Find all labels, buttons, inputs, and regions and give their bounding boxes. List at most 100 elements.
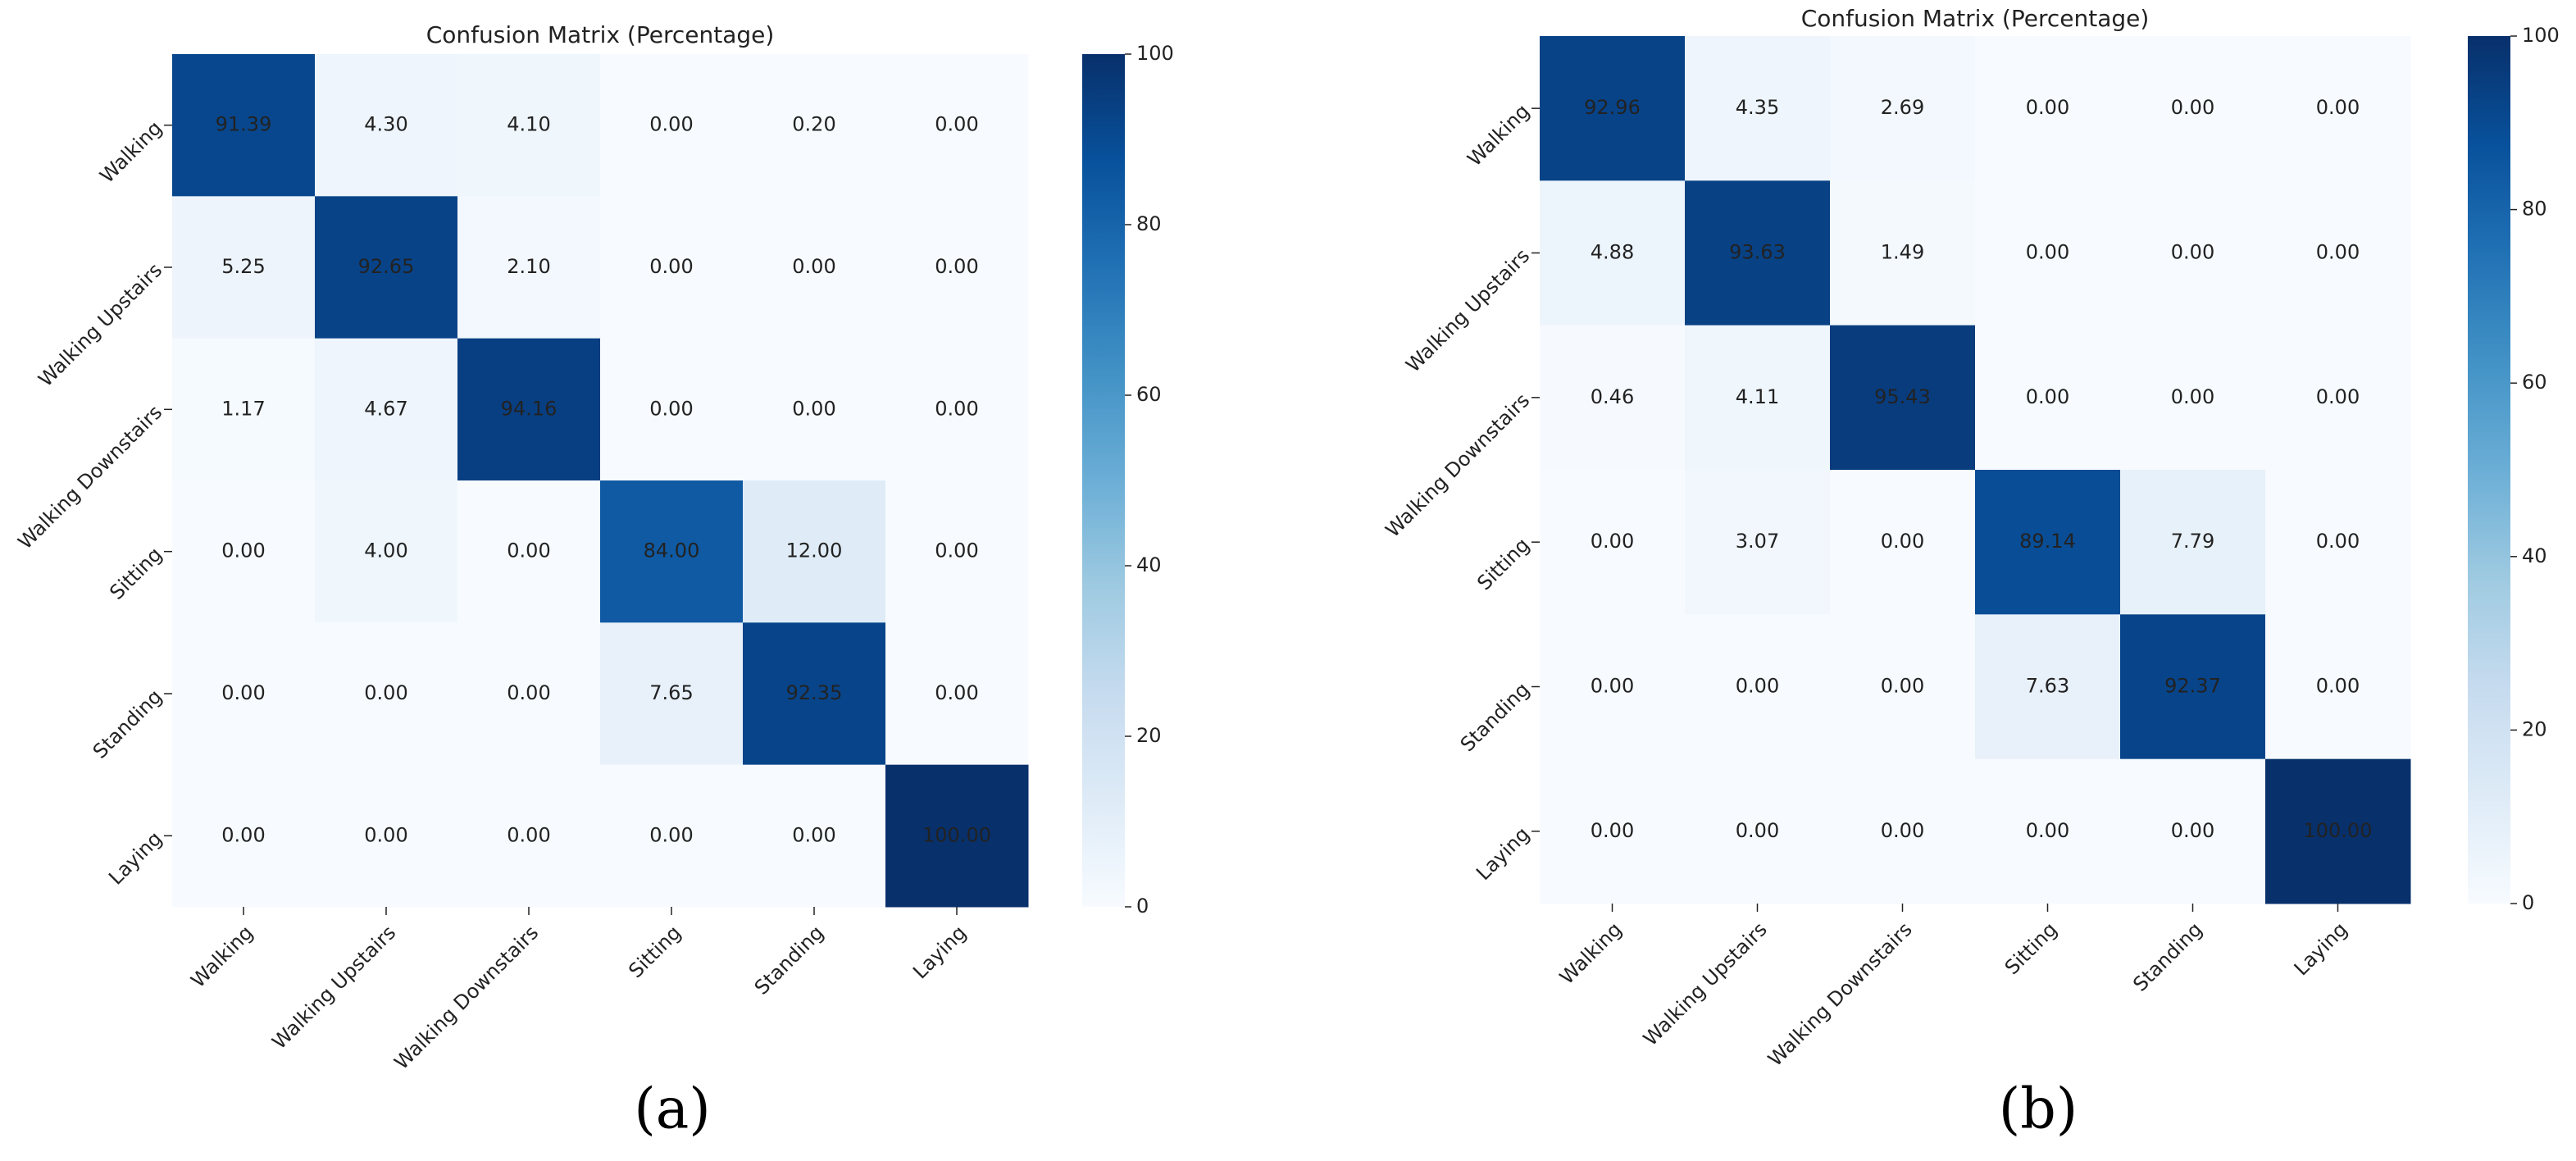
heatmap-cell bbox=[1975, 470, 2121, 615]
y-tick-label: Sitting bbox=[105, 543, 166, 604]
heatmap-cell bbox=[315, 54, 458, 197]
heatmap-cell bbox=[457, 196, 601, 339]
heatmap-cell bbox=[1540, 325, 1686, 471]
heatmap-cell bbox=[1685, 614, 1831, 760]
heatmap-cell bbox=[2265, 36, 2411, 181]
heatmap-cell bbox=[315, 196, 458, 339]
heatmap-cell bbox=[1540, 180, 1686, 326]
x-tick-label: Sitting bbox=[2000, 917, 2062, 979]
heatmap-cell bbox=[315, 480, 458, 623]
y-tick-label: Walking Upstairs bbox=[34, 258, 166, 391]
cell-label: 92.37 bbox=[2164, 675, 2221, 698]
x-tick-label: Laying bbox=[2290, 917, 2352, 980]
heatmap-cell bbox=[315, 764, 458, 908]
cell-label: 0.00 bbox=[792, 823, 835, 846]
heatmap-cell bbox=[1975, 758, 2121, 904]
heatmap-cell bbox=[885, 338, 1029, 481]
heatmap-cell bbox=[1540, 758, 1686, 904]
x-tick-label: Walking Downstairs bbox=[1764, 917, 1917, 1071]
heatmap-cell bbox=[172, 622, 316, 766]
y-tick-label: Walking Downstairs bbox=[1381, 389, 1535, 542]
heatmap-cell bbox=[885, 764, 1029, 908]
cell-label: 1.17 bbox=[221, 397, 265, 420]
x-tick-label: Walking Downstairs bbox=[390, 921, 544, 1074]
cell-label: 0.00 bbox=[2316, 675, 2360, 698]
heatmap-cell bbox=[172, 196, 316, 339]
colorbar-tick-label: 100 bbox=[1136, 42, 1174, 65]
cell-label: 0.00 bbox=[507, 540, 550, 562]
heatmap-cell bbox=[2265, 470, 2411, 615]
y-tick-label: Walking bbox=[96, 116, 167, 188]
heatmap-cell bbox=[600, 622, 744, 766]
cell-label: 0.00 bbox=[2316, 530, 2360, 553]
cell-label: 0.00 bbox=[1881, 530, 1924, 553]
cell-label: 0.00 bbox=[221, 823, 265, 846]
cell-label: 0.00 bbox=[1881, 675, 1924, 698]
cell-label: 2.69 bbox=[1881, 96, 1924, 119]
cell-label: 0.00 bbox=[935, 397, 978, 420]
heatmap-cell bbox=[1540, 614, 1686, 760]
cell-label: 92.65 bbox=[358, 255, 415, 278]
cell-label: 4.30 bbox=[364, 113, 407, 136]
cell-label: 95.43 bbox=[1874, 385, 1931, 408]
cell-label: 0.00 bbox=[2026, 96, 2069, 119]
heatmap-cell bbox=[1830, 758, 1976, 904]
cell-label: 0.00 bbox=[792, 255, 835, 278]
colorbar-tick-label: 0 bbox=[1136, 895, 1149, 917]
colorbar-tick-label: 60 bbox=[1136, 383, 1162, 406]
cell-label: 0.00 bbox=[2316, 96, 2360, 119]
cell-label: 0.00 bbox=[1591, 819, 1634, 842]
cell-label: 93.63 bbox=[1729, 241, 1786, 264]
heatmap-cell bbox=[600, 480, 744, 623]
heatmap-cell bbox=[172, 338, 316, 481]
heatmap-cell bbox=[743, 622, 886, 766]
cell-label: 0.00 bbox=[935, 255, 978, 278]
heatmap-cell bbox=[2265, 758, 2411, 904]
cell-label: 0.00 bbox=[1591, 530, 1634, 553]
cell-label: 0.20 bbox=[792, 113, 835, 136]
cell-label: 0.00 bbox=[935, 681, 978, 704]
cell-label: 0.00 bbox=[649, 397, 693, 420]
heatmap-cell bbox=[172, 54, 316, 197]
heatmap-cell bbox=[457, 622, 601, 766]
cell-label: 84.00 bbox=[644, 540, 700, 562]
cell-label: 0.00 bbox=[792, 397, 835, 420]
heatmap-cell bbox=[743, 764, 886, 908]
heatmap-cell bbox=[457, 54, 601, 197]
cell-label: 7.65 bbox=[649, 681, 693, 704]
heatmap-cell bbox=[600, 196, 744, 339]
heatmap-cell bbox=[885, 196, 1029, 339]
x-tick-label: Walking Upstairs bbox=[1639, 917, 1772, 1050]
heatmap-cell bbox=[1975, 325, 2121, 471]
y-tick-label: Standing bbox=[89, 685, 166, 763]
cell-label: 4.67 bbox=[364, 397, 407, 420]
cell-label: 94.16 bbox=[501, 397, 558, 420]
heatmap-cell bbox=[315, 622, 458, 766]
x-tick-label: Sitting bbox=[624, 921, 685, 982]
cell-label: 0.00 bbox=[507, 681, 550, 704]
heatmap-cell bbox=[743, 338, 886, 481]
heatmap-cell bbox=[172, 764, 316, 908]
cell-label: 0.00 bbox=[2171, 96, 2214, 119]
cell-label: 0.00 bbox=[935, 113, 978, 136]
cell-label: 7.79 bbox=[2171, 530, 2214, 553]
y-tick-label: Laying bbox=[1472, 822, 1534, 885]
heatmap-cell bbox=[2265, 325, 2411, 471]
heatmap-cell bbox=[2120, 758, 2266, 904]
heatmap-cell bbox=[1685, 470, 1831, 615]
cell-label: 92.35 bbox=[786, 681, 843, 704]
heatmap-cell bbox=[2120, 36, 2266, 181]
cell-label: 4.11 bbox=[1736, 385, 1779, 408]
heatmap-cell bbox=[457, 480, 601, 623]
y-tick-label: Sitting bbox=[1472, 534, 1534, 595]
x-tick-label: Laying bbox=[908, 921, 971, 983]
cell-label: 0.00 bbox=[935, 540, 978, 562]
panel-caption: (a) bbox=[634, 1077, 711, 1142]
y-tick-label: Walking bbox=[1463, 100, 1535, 171]
heatmap-cell bbox=[2120, 325, 2266, 471]
cell-label: 5.25 bbox=[221, 255, 265, 278]
cell-label: 89.14 bbox=[2019, 530, 2076, 553]
heatmap-cell bbox=[1685, 180, 1831, 326]
cell-label: 0.00 bbox=[1736, 675, 1779, 698]
colorbar-tick-label: 80 bbox=[2522, 198, 2547, 221]
